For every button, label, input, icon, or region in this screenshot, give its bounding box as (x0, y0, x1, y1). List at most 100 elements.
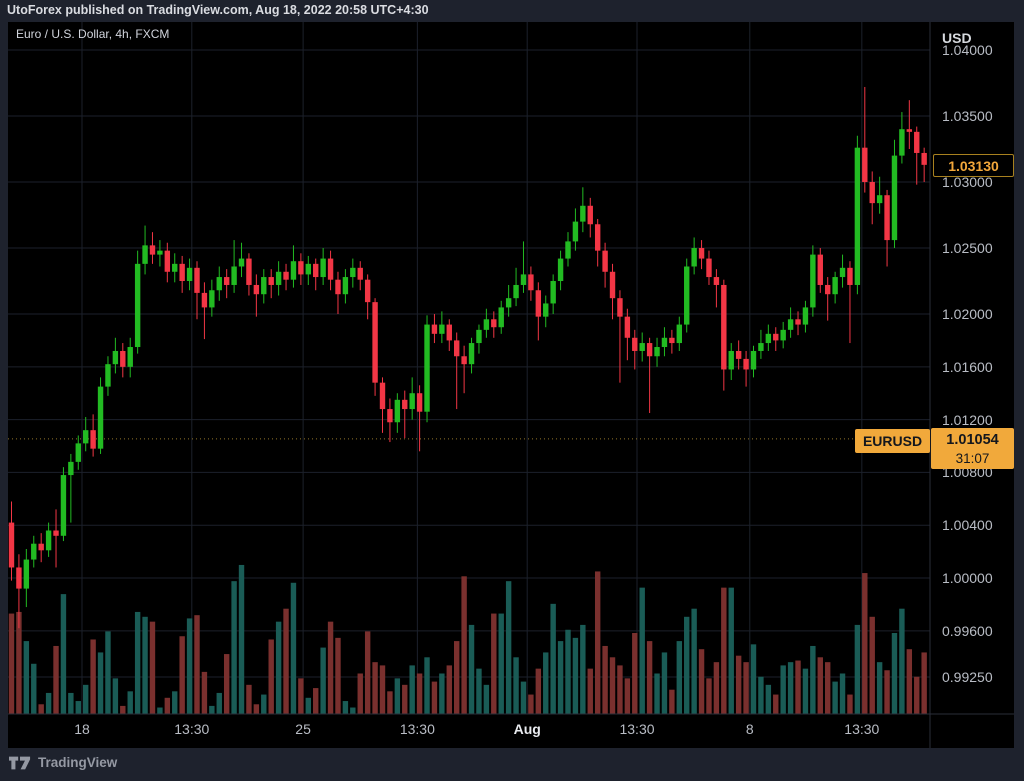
volume-bar (535, 668, 542, 714)
candle-body (23, 559, 30, 589)
volume-bar (238, 564, 245, 714)
volume-bar (743, 662, 749, 714)
candle-body (728, 350, 734, 370)
candle-body (261, 277, 267, 295)
volume-bar (402, 684, 408, 714)
volume-bar (305, 697, 311, 714)
candle-body (498, 307, 504, 328)
volume-bar (387, 691, 393, 714)
candle-body (379, 382, 386, 410)
volume-bar (750, 644, 757, 714)
volume-bar (550, 603, 556, 714)
footer-bar: TradingView (9, 755, 117, 770)
candle-body (914, 131, 920, 153)
price-tick-label: 0.99600 (942, 622, 993, 639)
volume-bar (90, 639, 96, 714)
candle-body (520, 274, 527, 285)
volume-bar (572, 637, 579, 714)
tradingview-logo-icon[interactable] (9, 756, 31, 770)
volume-bar (639, 587, 645, 714)
volume-bar (565, 629, 571, 714)
volume-bar (350, 707, 356, 714)
volume-bar (476, 668, 482, 714)
price-axis[interactable]: 1.04000 1.03500 1.03000 1.02500 1.02000 1.016… (930, 22, 1016, 700)
volume-bar (120, 705, 126, 714)
candle-body (394, 399, 401, 423)
candle-body (802, 307, 809, 325)
volume-bar (802, 668, 809, 714)
candle-body (602, 250, 608, 272)
candle-body (305, 263, 311, 275)
volume-bar (172, 691, 178, 714)
candle-body (60, 475, 67, 536)
candle-body (691, 248, 697, 267)
candle-body (223, 277, 230, 285)
candle-body (283, 271, 289, 280)
candle-body (172, 263, 178, 272)
volume-bar (698, 649, 705, 714)
candle-body (461, 356, 467, 365)
volume-bar (364, 631, 371, 714)
volume-bar (127, 691, 133, 714)
time-axis[interactable]: 18 13:30 25 13:30 Aug 13:30 8 13:30 (8, 715, 930, 748)
volume-bar (684, 616, 690, 714)
candle-body (194, 267, 200, 293)
time-tick-label: Aug (513, 721, 541, 737)
volume-bar (327, 621, 334, 714)
candle-body (721, 284, 727, 370)
volume-bar (68, 692, 74, 714)
candle-body (565, 241, 571, 259)
volume-series (8, 564, 927, 714)
candle-body (424, 324, 430, 412)
volume-bar (676, 641, 682, 714)
candle-body (839, 267, 846, 278)
candle-body (186, 267, 193, 282)
volume-bar (97, 652, 104, 714)
candle-body (164, 250, 171, 272)
tradingview-brand-text[interactable]: TradingView (38, 755, 118, 770)
candle-body (780, 329, 786, 341)
volume-bar (439, 673, 445, 714)
volume-bar (134, 611, 141, 714)
volume-bar (268, 639, 274, 714)
price-tick-label: 1.00000 (942, 570, 993, 587)
candle-body (654, 347, 660, 357)
volume-bar (617, 665, 623, 714)
candle-body (698, 248, 705, 259)
volume-bar (157, 707, 163, 714)
volume-bar (468, 624, 475, 714)
volume-bar (253, 704, 260, 714)
bar-countdown: 31:07 (955, 451, 990, 466)
candle-body (906, 129, 913, 132)
volume-bar (431, 681, 438, 714)
candle-body (825, 284, 831, 295)
volume-bar (320, 647, 326, 714)
volume-bar (669, 689, 675, 714)
volume-bar (38, 704, 44, 714)
candle-body (661, 337, 668, 348)
volume-bar (216, 692, 222, 714)
candle-body (112, 350, 119, 365)
volume-bar (520, 681, 527, 714)
candle-body (246, 258, 252, 285)
volume-bar (223, 654, 230, 714)
candle-body (45, 530, 52, 551)
candle-body (669, 337, 675, 344)
volume-bar (313, 688, 319, 714)
volume-bar (60, 594, 67, 714)
volume-bar (446, 665, 452, 714)
candle-body (676, 324, 682, 344)
candle-body (350, 267, 356, 278)
candle-body (75, 443, 81, 462)
time-tick-label: 25 (295, 721, 311, 737)
candle-body (758, 343, 764, 351)
volume-bar (528, 694, 534, 714)
candle-body (505, 298, 512, 308)
candle-body (16, 567, 22, 589)
candle-body (416, 393, 423, 412)
price-tick-label: 1.04000 (942, 41, 993, 58)
volume-bar (713, 662, 720, 714)
candle-body (409, 393, 415, 410)
candle-body (335, 279, 341, 295)
